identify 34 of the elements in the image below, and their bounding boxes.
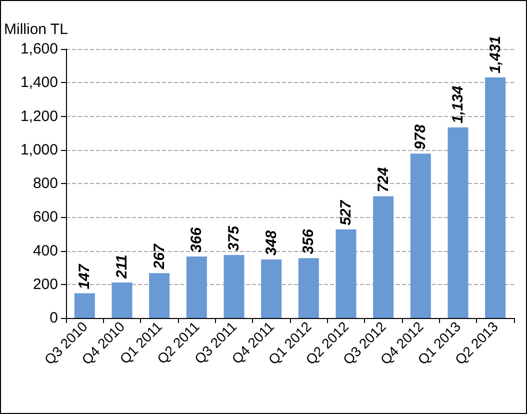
- bar: [336, 229, 356, 318]
- bar: [186, 256, 207, 318]
- data-label: 147: [76, 264, 94, 290]
- bar: [485, 77, 506, 318]
- y-tick-label: 600: [32, 208, 58, 226]
- data-label: 211: [114, 254, 130, 280]
- y-tick-label: 1,600: [20, 40, 58, 58]
- data-label: 1,134: [450, 85, 466, 124]
- data-label: 527: [338, 200, 354, 226]
- data-label: 348: [262, 230, 280, 256]
- y-tick-label: 0: [50, 310, 58, 326]
- data-label: 978: [412, 124, 430, 150]
- bar: [261, 259, 282, 318]
- bar: [224, 254, 244, 318]
- y-tick-label: 200: [32, 276, 58, 293]
- bar: [298, 258, 319, 318]
- data-label: 356: [300, 228, 318, 254]
- data-label: 366: [188, 226, 206, 252]
- bar: [149, 273, 170, 318]
- y-tick-label: 1,200: [20, 108, 58, 125]
- data-label: 1,431: [486, 36, 504, 74]
- data-label: 267: [150, 243, 168, 270]
- y-tick-label: 1,400: [20, 74, 58, 92]
- bar: [448, 127, 468, 318]
- data-label: 375: [226, 225, 242, 251]
- data-label: 724: [374, 166, 392, 192]
- y-tick-label: 800: [32, 175, 58, 192]
- bar: [373, 196, 394, 318]
- bar: [410, 154, 431, 318]
- bar: [74, 293, 95, 318]
- y-tick-label: 1,000: [20, 141, 58, 158]
- bar: [112, 282, 132, 318]
- y-axis-title: Million TL: [4, 21, 68, 38]
- y-tick-label: 400: [32, 242, 58, 260]
